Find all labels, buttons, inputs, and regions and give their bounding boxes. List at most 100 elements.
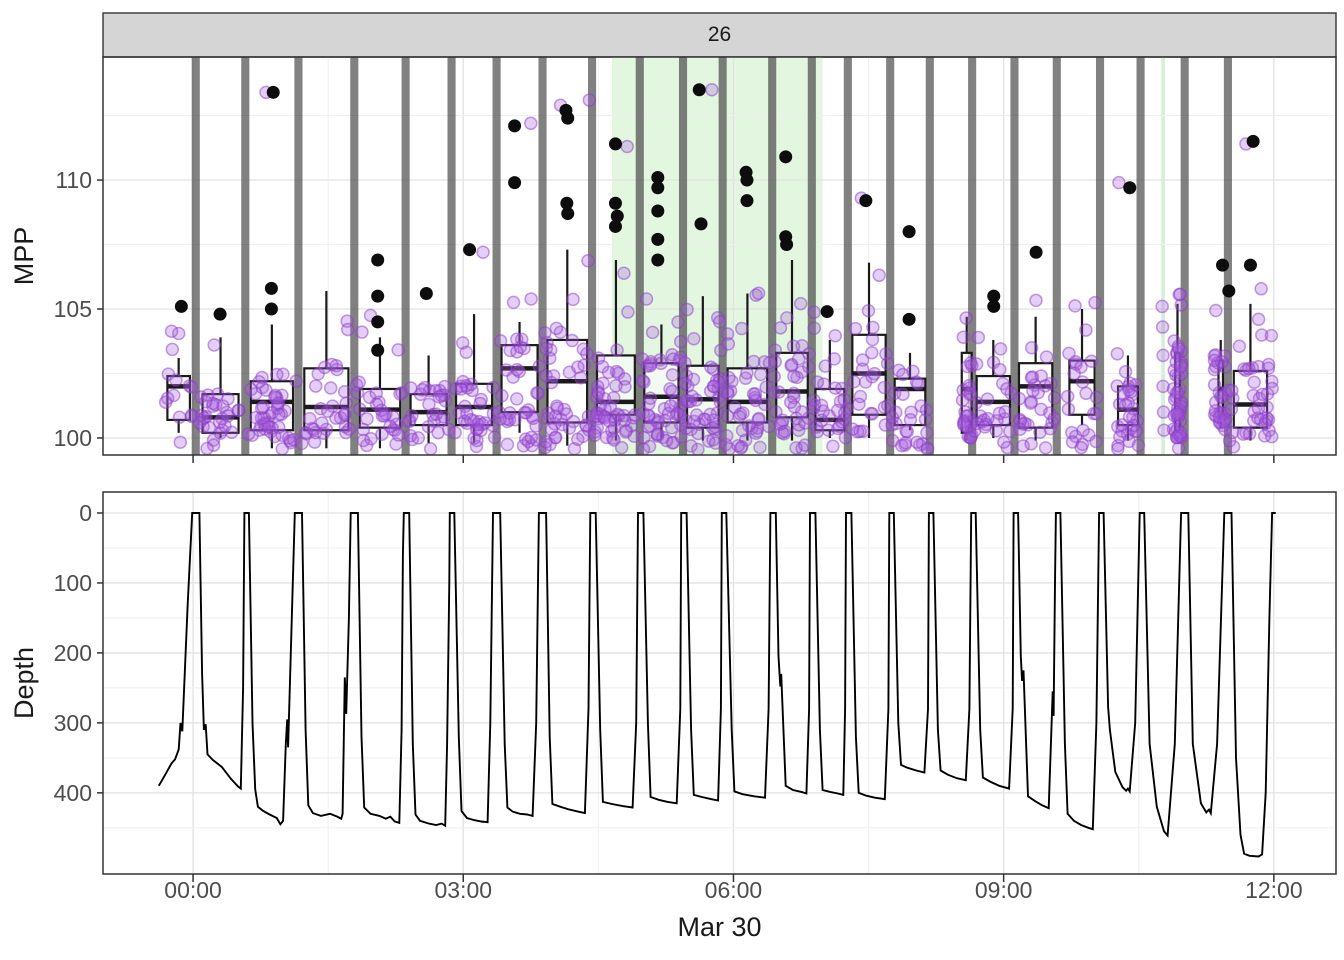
depth-panel-border: [102, 491, 1337, 875]
jitter-point: [1039, 350, 1054, 364]
outlier-point: [651, 232, 665, 246]
jitter-point: [838, 430, 853, 445]
jitter-point: [1173, 287, 1187, 301]
surfacing-bar: [1136, 57, 1145, 455]
jitter-point: [914, 399, 928, 413]
y-axis-tick-label: 0: [79, 500, 92, 526]
jitter-point: [1242, 361, 1256, 376]
jitter-point: [540, 411, 555, 426]
outlier-point: [561, 207, 575, 221]
outlier-point: [608, 196, 622, 210]
jitter-point: [571, 360, 585, 374]
jitter-point: [1016, 439, 1030, 453]
jitter-point: [562, 421, 577, 435]
jitter-point: [719, 429, 734, 443]
jitter-point: [621, 305, 635, 319]
outlier-point: [463, 243, 477, 257]
jitter-point: [733, 407, 748, 421]
jitter-point: [431, 425, 445, 440]
jitter-point: [768, 354, 782, 369]
jitter-point: [855, 362, 870, 376]
jitter-point: [663, 399, 678, 413]
jitter-point: [643, 357, 658, 371]
jitter-point: [393, 387, 407, 401]
jitter-point: [287, 432, 301, 447]
jitter-point: [773, 321, 788, 335]
jitter-point: [1225, 425, 1240, 440]
jitter-point: [510, 345, 524, 359]
jitter-point: [1207, 377, 1222, 392]
jitter-point: [1089, 434, 1103, 449]
jitter-point: [492, 405, 506, 419]
jitter-point: [635, 373, 650, 388]
jitter-point: [753, 440, 767, 455]
outlier-point: [610, 209, 624, 223]
jitter-point: [495, 389, 509, 403]
outlier-point: [692, 83, 706, 97]
outlier-point: [651, 253, 665, 267]
jitter-point: [1237, 362, 1251, 376]
jitter-point: [164, 324, 179, 339]
outlier-point: [1246, 134, 1260, 148]
jitter-point: [1255, 387, 1270, 402]
jitter-point: [757, 355, 772, 369]
jitter-point: [1255, 328, 1269, 342]
jitter-point: [270, 367, 284, 382]
jitter-point: [1126, 418, 1141, 433]
jitter-point: [383, 419, 397, 434]
jitter-point: [591, 386, 606, 400]
surfacing-bar: [350, 57, 359, 455]
jitter-point: [268, 429, 282, 444]
jitter-point: [665, 368, 680, 382]
outlier-point: [561, 111, 575, 125]
jitter-point: [659, 433, 674, 448]
jitter-point: [271, 396, 286, 410]
jitter-point: [1038, 441, 1053, 455]
outlier-point: [820, 305, 834, 319]
jitter-point: [529, 419, 543, 433]
jitter-point: [896, 367, 910, 382]
jitter-point: [814, 398, 829, 413]
jitter-point: [1221, 383, 1236, 398]
jitter-point: [423, 442, 438, 455]
jitter-point: [969, 357, 984, 371]
jitter-point: [199, 394, 213, 409]
jitter-point: [1079, 323, 1093, 337]
outlier-point: [419, 287, 433, 301]
outlier-point: [264, 281, 278, 295]
jitter-point: [1075, 375, 1090, 389]
outlier-point: [371, 315, 385, 329]
jitter-point: [549, 321, 564, 336]
jitter-point: [818, 359, 833, 373]
jitter-point: [721, 337, 736, 351]
jitter-point: [845, 422, 860, 436]
jitter-point: [1029, 293, 1043, 308]
jitter-point: [506, 295, 521, 310]
jitter-point: [350, 386, 365, 400]
x-axis-tick-label: 06:00: [705, 877, 763, 903]
jitter-point: [1214, 355, 1229, 369]
jitter-point: [828, 328, 842, 343]
jitter-point: [1043, 422, 1057, 436]
jitter-point: [218, 419, 232, 433]
jitter-point: [448, 425, 462, 440]
jitter-point: [802, 360, 816, 374]
jitter-point: [476, 245, 490, 260]
jitter-point: [1060, 389, 1075, 404]
jitter-point: [993, 362, 1007, 377]
surfacing-bar: [843, 57, 852, 455]
jitter-point: [499, 363, 514, 377]
surfacing-bar: [191, 57, 200, 455]
jitter-point: [673, 334, 688, 349]
jitter-point: [706, 362, 721, 377]
outlier-point: [1222, 284, 1236, 298]
jitter-point: [192, 415, 207, 430]
jitter-point: [197, 411, 212, 425]
jitter-point: [617, 266, 631, 281]
outlier-point: [859, 194, 873, 208]
x-axis-tick-label: 03:00: [434, 877, 492, 903]
jitter-point: [639, 292, 654, 306]
jitter-point: [807, 305, 821, 319]
jitter-point: [852, 397, 866, 411]
jitter-point: [855, 353, 870, 367]
